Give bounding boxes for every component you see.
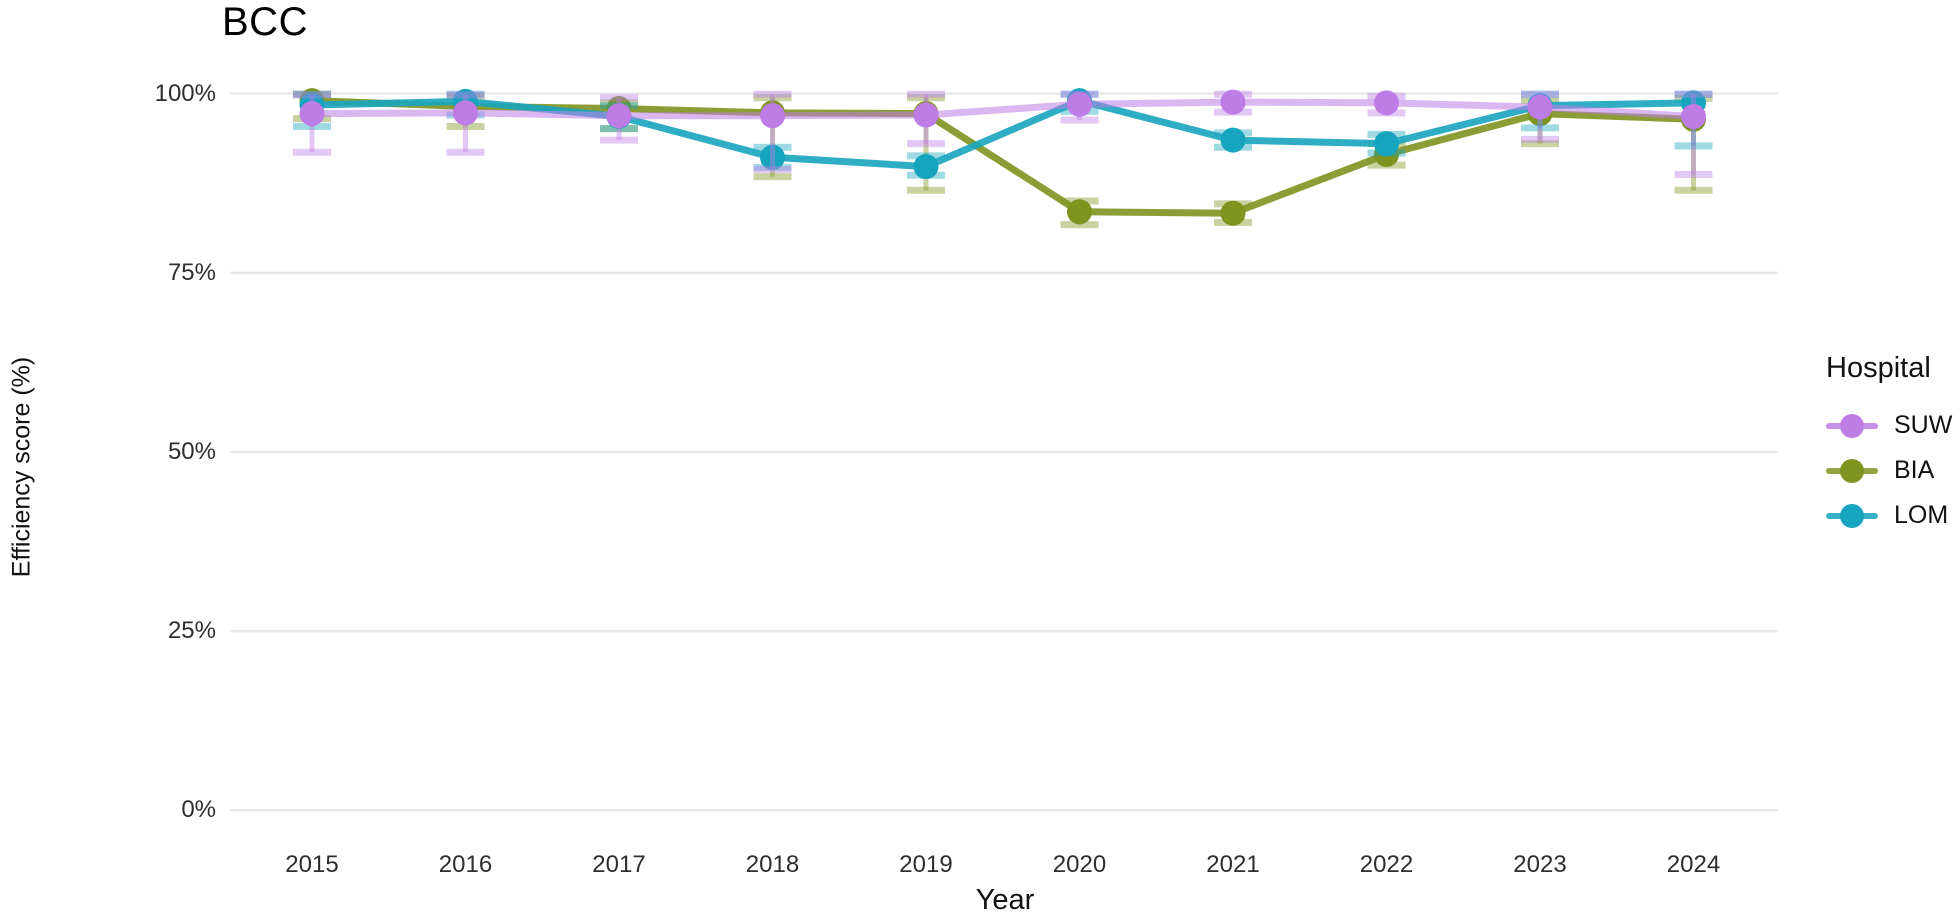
y-tick-75%: 75% <box>167 258 216 286</box>
legend: Hospital SUW BIA LOM <box>1826 352 1952 538</box>
legend-label: SUW <box>1894 411 1953 439</box>
line-LOM <box>308 97 1697 171</box>
chart-title: BCC <box>222 0 308 44</box>
legend-title: Hospital <box>1826 352 1931 384</box>
legend-key-icon <box>1826 503 1878 529</box>
x-tick-2023: 2023 <box>1513 851 1567 878</box>
x-tick-2017: 2017 <box>592 851 646 878</box>
point-LOM-2021 <box>1220 127 1246 153</box>
point-BIA-2021 <box>1220 200 1246 226</box>
x-tick-2018: 2018 <box>745 851 800 878</box>
x-tick-2019: 2019 <box>899 851 953 878</box>
legend-item-BIA: BIA <box>1826 448 1952 493</box>
x-axis-label: Year <box>975 884 1035 916</box>
point-SUW-2018 <box>760 103 785 129</box>
y-tick-25%: 25% <box>167 617 216 645</box>
point-LOM-2022 <box>1374 131 1399 157</box>
legend-item-SUW: SUW <box>1826 403 1952 448</box>
point-SUW-2024 <box>1681 103 1706 129</box>
point-BIA-2020 <box>1067 199 1092 225</box>
legend-items: SUW BIA LOM <box>1826 403 1952 538</box>
x-tick-2021: 2021 <box>1206 851 1260 878</box>
point-SUW-2020 <box>1067 91 1092 117</box>
point-LOM-2018 <box>760 144 785 170</box>
point-SUW-2015 <box>299 101 325 127</box>
x-tick-2016: 2016 <box>438 851 493 878</box>
point-SUW-2016 <box>453 100 478 126</box>
legend-label: BIA <box>1894 456 1935 484</box>
y-tick-100%: 100% <box>154 79 216 107</box>
point-LOM-2019 <box>913 154 939 180</box>
legend-key-icon <box>1826 413 1878 439</box>
x-tick-2022: 2022 <box>1359 851 1414 878</box>
y-tick-50%: 50% <box>167 437 216 465</box>
legend-label: LOM <box>1894 501 1949 529</box>
point-SUW-2019 <box>913 102 939 128</box>
x-tick-2020: 2020 <box>1052 851 1107 878</box>
point-SUW-2023 <box>1527 94 1553 120</box>
x-tick-2015: 2015 <box>285 851 339 878</box>
y-tick-0%: 0% <box>181 796 216 824</box>
point-SUW-2017 <box>606 103 632 129</box>
point-SUW-2022 <box>1374 90 1399 116</box>
legend-key-icon <box>1826 458 1878 484</box>
point-SUW-2021 <box>1220 89 1246 115</box>
x-tick-2024: 2024 <box>1666 851 1721 878</box>
legend-item-LOM: LOM <box>1826 493 1952 538</box>
line-SUW <box>308 98 1697 120</box>
